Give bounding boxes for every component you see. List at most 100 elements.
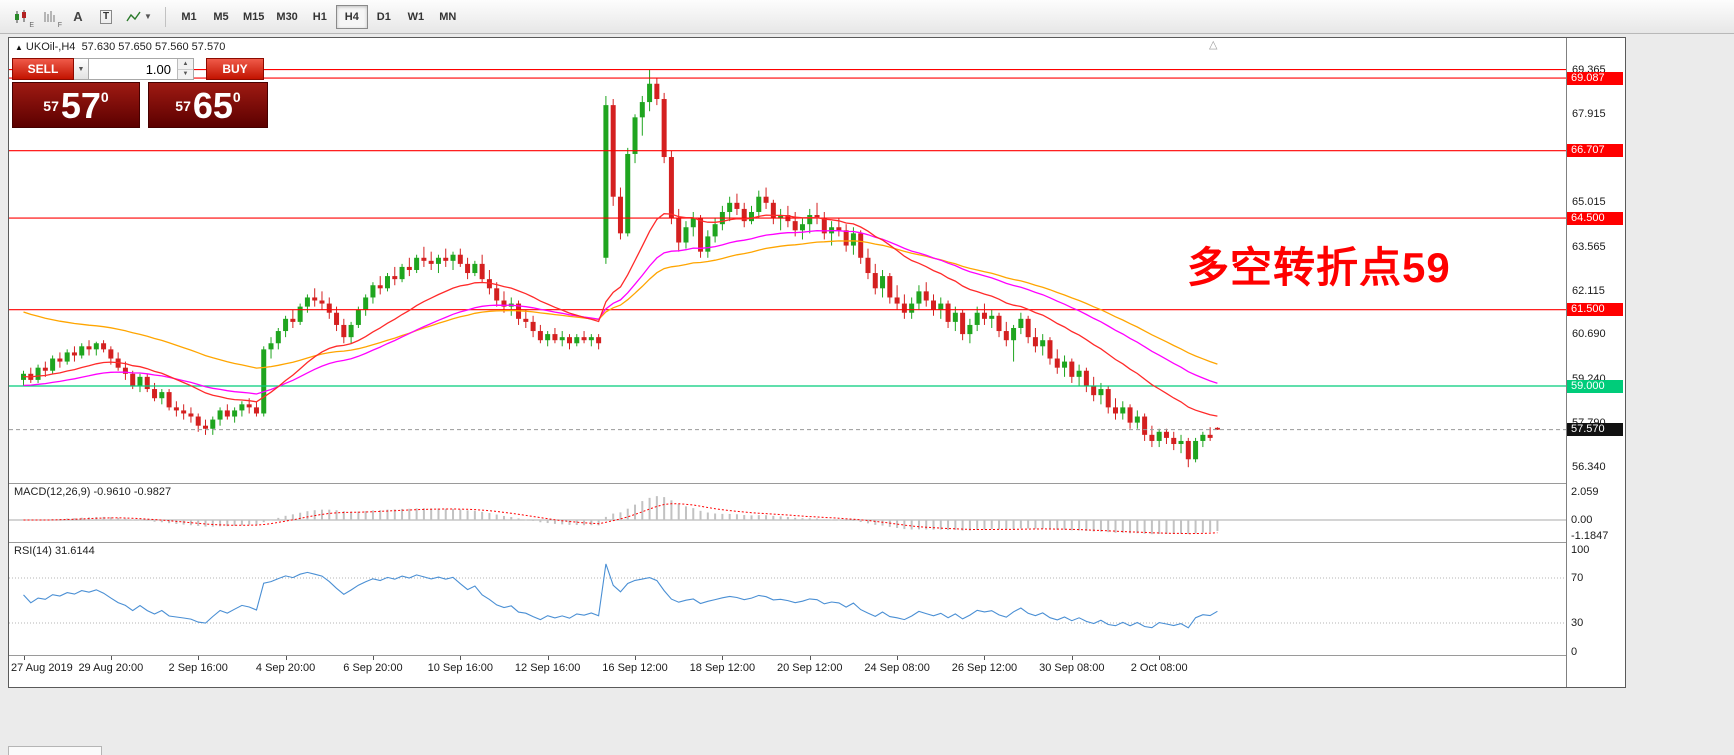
rsi-axis-tick: 100 xyxy=(1571,544,1590,556)
sell-button[interactable]: SELL xyxy=(12,58,74,80)
time-axis-label: 4 Sep 20:00 xyxy=(255,662,316,674)
macd-indicator-label: MACD(12,26,9) -0.9610 -0.9827 xyxy=(14,486,172,498)
price-level-label: 69.087 xyxy=(1567,71,1623,85)
time-axis-tick xyxy=(110,656,112,660)
icon-subscript-f: F xyxy=(57,21,62,29)
text-label-icon[interactable]: T xyxy=(92,4,120,30)
time-axis-tick xyxy=(1071,656,1073,660)
time-axis-tick xyxy=(897,656,899,660)
icon-subscript-e: E xyxy=(29,21,34,29)
price-level-label: 64.500 xyxy=(1567,211,1623,225)
macd-chart-canvas[interactable] xyxy=(9,484,1566,542)
buy-price-big: 65 xyxy=(192,85,233,126)
toolbar: E F A T ▼ M1 M5 M15 M30 H1 H4 D1 W1 MN xyxy=(0,0,1734,34)
insert-text-icon[interactable]: A xyxy=(64,4,92,30)
timeframe-button-w1[interactable]: W1 xyxy=(407,10,425,23)
indicator-glyph xyxy=(126,11,141,21)
macd-axis-tick: 2.059 xyxy=(1571,485,1599,498)
sell-price-sup: 0 xyxy=(100,89,109,105)
symbol-marker-icon: ▲ xyxy=(15,43,23,52)
price-axis-tick: 63.565 xyxy=(1572,240,1606,253)
timeframe-group: M1 M5 M15 M30 H1 H4 D1 W1 MN xyxy=(173,4,464,29)
time-axis-label: 6 Sep 20:00 xyxy=(343,662,403,674)
volume-spinner: ▲ ▼ xyxy=(177,59,193,79)
timeframe-button-mn[interactable]: MN xyxy=(439,10,457,23)
buy-price-display[interactable]: 57 65 0 xyxy=(148,82,268,128)
one-click-trading-panel: SELL ▼ ▲ ▼ BUY 57 57 0 57 xyxy=(12,58,274,128)
buy-price-prefix: 57 xyxy=(175,98,191,114)
time-axis-tick xyxy=(198,656,200,660)
trade-prices-row: 57 57 0 57 65 0 xyxy=(12,82,274,128)
macd-axis-tick: -1.1847 xyxy=(1571,530,1609,543)
trade-options-dropdown[interactable]: ▼ xyxy=(74,58,89,80)
down-arrow-icon: ▼ xyxy=(182,71,189,78)
scroll-position-marker-icon[interactable]: △ xyxy=(1209,39,1218,51)
time-axis-label: 26 Sep 12:00 xyxy=(951,662,1018,674)
price-axis[interactable]: 69.36567.91565.01563.56562.11560.69059.2… xyxy=(1566,38,1625,687)
time-axis-tick xyxy=(460,656,462,660)
timeframe-button-m1[interactable]: M1 xyxy=(181,10,197,23)
ohlc-readout: 57.630 57.650 57.560 57.570 xyxy=(81,41,226,53)
candlestick-glyph xyxy=(15,9,26,23)
time-axis-label: 24 Sep 08:00 xyxy=(864,662,930,674)
time-axis[interactable]: 27 Aug 2019 29 Aug 20:00 2 Sep 16:00 4 Sep … xyxy=(9,656,1566,686)
symbol-timeframe-label: UKOil-,H4 xyxy=(25,41,76,53)
status-bar-fragment xyxy=(8,746,102,755)
price-level-label: 66.707 xyxy=(1567,144,1623,158)
buy-price-sup: 0 xyxy=(232,89,241,105)
toolbar-separator xyxy=(165,6,166,27)
volume-field: ▲ ▼ xyxy=(89,58,194,80)
panel-divider-macd[interactable] xyxy=(9,483,1625,484)
time-axis-tick xyxy=(372,656,374,660)
volume-input[interactable] xyxy=(89,59,175,79)
chevron-down-icon: ▼ xyxy=(77,65,85,73)
timeframe-button-m30[interactable]: M30 xyxy=(276,10,298,23)
timeframe-button-h1[interactable]: H1 xyxy=(312,10,327,23)
main-chart-canvas[interactable] xyxy=(9,38,1566,483)
price-level-label: 59.000 xyxy=(1567,379,1623,393)
panel-divider-timeaxis xyxy=(9,655,1625,656)
sell-price-prefix: 57 xyxy=(43,98,59,114)
time-axis-tick xyxy=(722,656,724,660)
buy-button[interactable]: BUY xyxy=(206,58,264,80)
add-indicator-button[interactable]: ▼ xyxy=(120,4,158,30)
sell-price-display[interactable]: 57 57 0 xyxy=(12,82,140,128)
timeframe-button-d1[interactable]: D1 xyxy=(376,10,391,23)
time-axis-label: 10 Sep 16:00 xyxy=(427,662,494,674)
letter-a-glyph: A xyxy=(73,9,83,24)
price-axis-tick: 65.015 xyxy=(1572,196,1606,209)
volume-increase-button[interactable]: ▲ xyxy=(178,59,193,70)
rsi-chart-canvas[interactable] xyxy=(9,543,1566,655)
timeframe-button-m15[interactable]: M15 xyxy=(243,10,265,23)
letter-t-glyph: T xyxy=(99,9,113,24)
sell-price-big: 57 xyxy=(60,85,101,126)
time-axis-label: 2 Oct 08:00 xyxy=(1130,662,1188,674)
price-level-label: 61.500 xyxy=(1567,303,1623,317)
timeframe-button-m5[interactable]: M5 xyxy=(213,10,229,23)
bar-chart-icon[interactable]: F xyxy=(36,4,64,30)
trade-controls-row: SELL ▼ ▲ ▼ BUY xyxy=(12,58,274,80)
time-axis-label: 12 Sep 16:00 xyxy=(514,662,581,674)
price-axis-tick: 60.690 xyxy=(1572,328,1606,341)
time-axis-tick xyxy=(547,656,549,660)
panel-divider-rsi[interactable] xyxy=(9,542,1625,543)
timeframe-button-h4[interactable]: H4 xyxy=(335,4,368,29)
time-axis-label: 20 Sep 12:00 xyxy=(777,662,843,674)
time-axis-label: 18 Sep 12:00 xyxy=(689,662,756,674)
price-axis-tick: 56.340 xyxy=(1572,461,1606,474)
time-axis-label: 30 Sep 08:00 xyxy=(1039,662,1105,674)
macd-axis-tick: 0.00 xyxy=(1571,514,1593,526)
price-axis-tick: 62.115 xyxy=(1572,284,1605,297)
time-axis-label: 29 Aug 20:00 xyxy=(78,662,144,674)
time-axis-tick xyxy=(984,656,986,660)
bars-glyph xyxy=(44,10,54,22)
time-axis-tick xyxy=(635,656,637,660)
candlestick-chart-icon[interactable]: E xyxy=(8,4,36,30)
time-axis-tick xyxy=(809,656,811,660)
up-arrow-icon: ▲ xyxy=(182,60,189,67)
chart-window: 69.36567.91565.01563.56562.11560.69059.2… xyxy=(8,37,1626,688)
volume-decrease-button[interactable]: ▼ xyxy=(178,69,193,79)
chevron-down-icon: ▼ xyxy=(144,12,152,21)
time-axis-label: 27 Aug 2019 xyxy=(11,662,73,674)
